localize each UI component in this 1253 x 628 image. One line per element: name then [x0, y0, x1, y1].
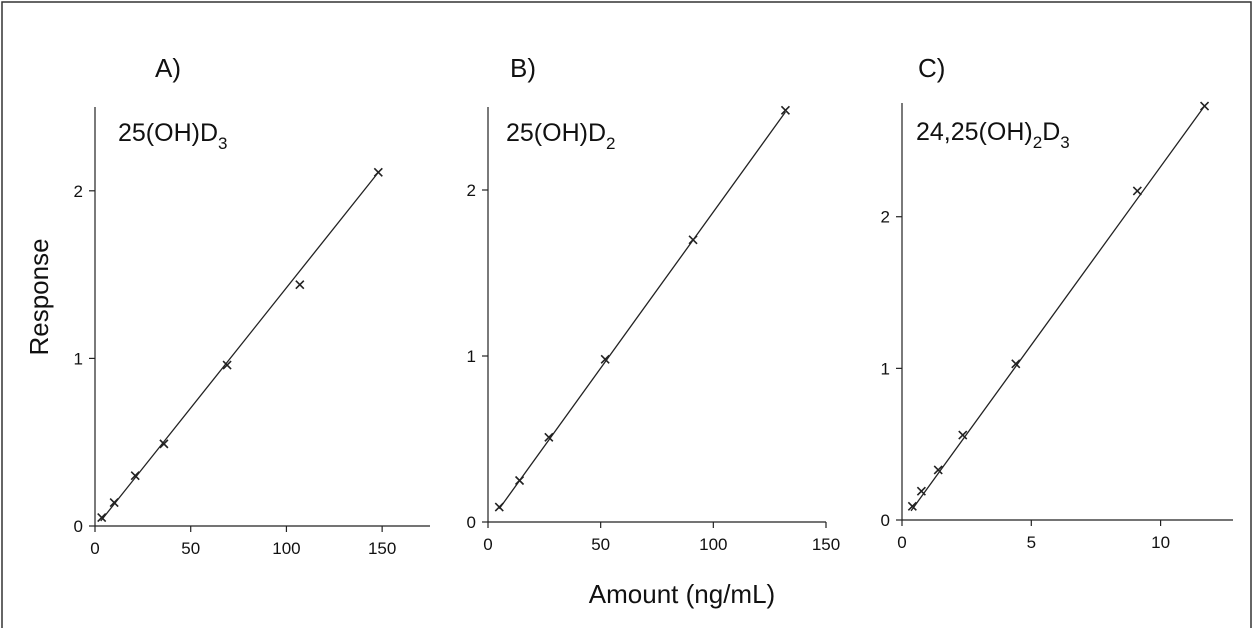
panel-b-data-point [514, 475, 525, 486]
panel-b-compound-sub: 2 [606, 134, 615, 153]
panel-c-data-point [958, 430, 968, 440]
panel-b-data-point [780, 105, 791, 115]
panel-a-data-point [109, 497, 119, 508]
panel-a-data-point [373, 167, 383, 177]
panel-c-x-tick-label: 5 [1027, 533, 1036, 552]
panel-a-y-tick-label: 2 [74, 182, 83, 201]
panel-a-data-point [222, 360, 232, 370]
panel-a-x-tick-label: 0 [90, 539, 99, 558]
panel-b-compound: 25(OH)D2 [506, 119, 615, 153]
panel-c-x-tick-label: 0 [897, 533, 906, 552]
panel-b-x-tick-label: 150 [812, 535, 840, 554]
panel-a-y-tick-label: 1 [74, 349, 83, 368]
panel-c-compound-rest: D [1042, 118, 1060, 146]
panel-b-data-point [494, 502, 504, 512]
panel-b-data-point [544, 432, 554, 442]
panel-c-x-tick-label: 10 [1151, 533, 1170, 552]
panel-c-compound-sub2: 3 [1060, 133, 1069, 152]
panel-c-y-tick-label: 0 [881, 511, 890, 530]
panel-c-compound-sub: 2 [1033, 133, 1042, 152]
panel-a-compound: 25(OH)D3 [118, 119, 227, 153]
panel-c-data-point [1011, 359, 1021, 369]
panel-a-data-point [97, 513, 107, 523]
x-axis-title: Amount (ng/mL) [589, 579, 775, 609]
panel-a-x-tick-label: 50 [181, 539, 200, 558]
panel-c-data-point [1199, 101, 1210, 111]
panel-a-x-tick-label: 100 [272, 539, 300, 558]
panel-c-compound: 24,25(OH)2D3 [916, 118, 1070, 152]
panel-c-data-point [933, 465, 943, 475]
panel-b-x-tick-label: 50 [591, 535, 610, 554]
panel-b-x-tick-label: 100 [699, 535, 727, 554]
panel-a-y-tick-label: 0 [74, 517, 83, 536]
panel-b-letter: B) [510, 53, 536, 83]
panel-c-letter: C) [918, 53, 945, 83]
panel-b-y-tick-label: 0 [467, 513, 476, 532]
panel-a-data-point [295, 280, 305, 290]
panel-b-compound-base: 25(OH)D [506, 119, 606, 147]
panel-a-data-point [130, 471, 140, 481]
panel-c-data-point [916, 486, 926, 496]
panel-c-plot: 0 1 2 0 5 10 [881, 101, 1233, 552]
panel-b-plot: 0 1 2 0 50 100 150 [467, 105, 840, 554]
panel-c-data-point [907, 501, 917, 511]
panel-a-fit-line [100, 171, 379, 522]
panel-c-fit-line [910, 105, 1206, 512]
panel-a-letter: A) [155, 53, 181, 83]
panel-b-data-point [600, 354, 610, 364]
panel-b-data-point [688, 235, 698, 245]
y-axis-title: Response [24, 238, 54, 355]
panel-b-x-tick-label: 0 [483, 535, 492, 554]
panel-a-compound-sub: 3 [218, 134, 227, 153]
panel-a-plot: 0 1 2 0 50 100 150 [74, 107, 430, 558]
panel-a: A) 25(OH)D3 0 1 2 0 50 100 150 [74, 53, 430, 558]
panel-c-y-tick-label: 2 [881, 208, 890, 227]
panel-c-compound-base: 24,25(OH) [916, 118, 1033, 146]
panel-b-y-tick-label: 1 [467, 347, 476, 366]
panel-a-data-point [159, 439, 169, 449]
panel-b-fit-line [498, 111, 786, 510]
panel-b-y-tick-label: 2 [467, 181, 476, 200]
panel-c-y-tick-label: 1 [881, 359, 890, 378]
panel-c-data-point [1132, 186, 1142, 196]
panel-a-compound-base: 25(OH)D [118, 119, 218, 147]
panel-a-x-tick-label: 150 [368, 539, 396, 558]
